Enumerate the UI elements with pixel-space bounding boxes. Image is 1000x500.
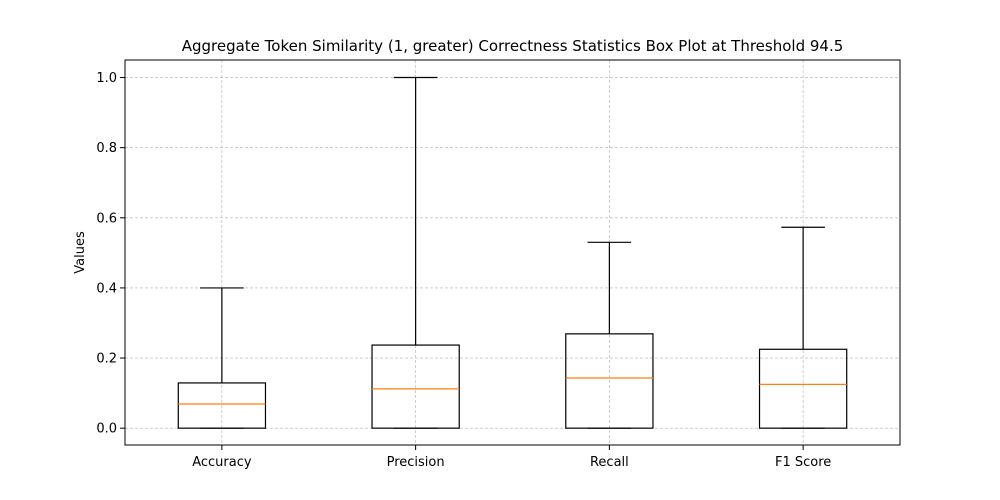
y-axis-label: Values bbox=[73, 231, 88, 274]
x-tick-label: Precision bbox=[387, 455, 445, 470]
plot-area bbox=[177, 76, 848, 429]
box-iqr bbox=[177, 382, 267, 429]
y-tick-label: 0.0 bbox=[96, 422, 117, 437]
x-tick-label: Recall bbox=[590, 455, 629, 470]
x-tick-label: Accuracy bbox=[192, 455, 252, 470]
box-iqr bbox=[565, 333, 654, 429]
y-tick-label: 1.0 bbox=[96, 71, 117, 86]
axes-frame bbox=[124, 59, 901, 446]
x-tick-label: F1 Score bbox=[775, 455, 831, 470]
y-tick-label: 0.6 bbox=[96, 211, 117, 226]
box-precision bbox=[371, 76, 460, 429]
y-tick-label: 0.2 bbox=[96, 352, 117, 367]
y-tick-label: 0.4 bbox=[96, 281, 117, 296]
box-f1-score bbox=[758, 226, 848, 429]
box-accuracy bbox=[177, 287, 267, 429]
box-iqr bbox=[371, 344, 460, 429]
box-iqr bbox=[758, 348, 848, 429]
chart-title: Aggregate Token Similarity (1, greater) … bbox=[182, 37, 844, 55]
y-tick-label: 0.8 bbox=[96, 141, 117, 156]
axes: 0.0 0.2 0.4 0.6 0.8 1.0 Accuracy Precision Recal… bbox=[96, 59, 901, 470]
grid bbox=[125, 60, 900, 445]
box-recall bbox=[565, 241, 654, 429]
